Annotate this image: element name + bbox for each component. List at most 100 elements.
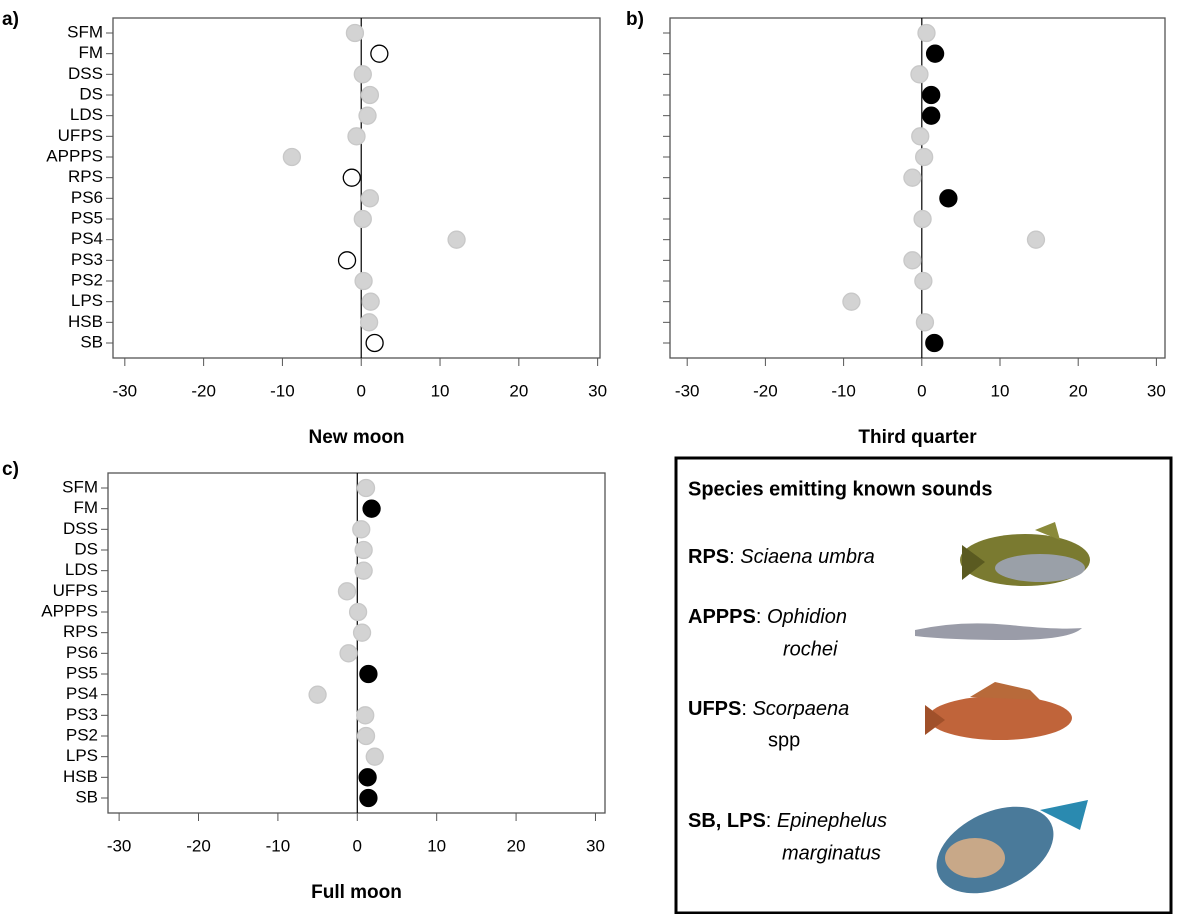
estimate-point [916, 149, 933, 166]
estimate-point [353, 521, 370, 538]
species: Ophidion [767, 606, 847, 628]
y-tick-label: SFM [62, 477, 98, 496]
x-tick-label: 20 [507, 836, 526, 855]
estimate-point [918, 25, 935, 42]
estimate-point [354, 211, 371, 228]
estimate-point [911, 66, 928, 83]
estimate-point [843, 293, 860, 310]
estimate-point [338, 583, 355, 600]
y-tick-label: SB [75, 787, 98, 806]
figure: Species emitting known sounds RPS: Sciae… [0, 0, 1178, 914]
y-tick-label: PS3 [66, 705, 98, 724]
estimate-point [283, 149, 300, 166]
x-tick-label: 20 [1069, 381, 1088, 400]
legend-box [676, 458, 1171, 913]
x-tick-label: 30 [1147, 381, 1166, 400]
y-tick-label: HSB [63, 767, 98, 786]
y-tick-label: DSS [68, 64, 103, 83]
page: {"chart_data": [ {"type": "dot", "panel_… [0, 0, 1178, 914]
x-tick-label: 30 [586, 836, 605, 855]
estimate-point [448, 231, 465, 248]
y-tick-label: LPS [71, 291, 103, 310]
estimate-point [362, 293, 379, 310]
fish-scorpaena [925, 682, 1072, 740]
x-tick-label: -30 [113, 381, 138, 400]
y-tick-label: RPS [68, 167, 103, 186]
x-tick-label: 0 [917, 381, 926, 400]
y-tick-label: SB [80, 332, 103, 351]
estimate-point [340, 645, 357, 662]
estimate-point [348, 128, 365, 145]
y-tick-label: APPPS [41, 601, 98, 620]
estimate-point [355, 562, 372, 579]
y-tick-label: PS2 [71, 270, 103, 289]
estimate-point [904, 252, 921, 269]
x-tick-label: 0 [353, 836, 362, 855]
sep: : [729, 546, 735, 568]
estimate-point [915, 273, 932, 290]
code: APPPS [688, 606, 756, 628]
estimate-point [361, 87, 378, 104]
y-tick-label: PS6 [66, 643, 98, 662]
x-axis-title: Full moon [311, 882, 402, 903]
estimate-point [309, 686, 326, 703]
estimate-point [916, 314, 933, 331]
code: SB, LPS [688, 810, 766, 832]
x-tick-label: -10 [831, 381, 856, 400]
legend-entry: UFPS: Scorpaena [688, 698, 849, 720]
x-tick-label: 20 [509, 381, 528, 400]
y-tick-label: DSS [63, 519, 98, 538]
estimate-point [914, 211, 931, 228]
y-tick-label: FM [73, 498, 98, 517]
species: rochei [783, 638, 838, 660]
estimate-point [361, 314, 378, 331]
estimate-point [355, 273, 372, 290]
estimate-point [357, 707, 374, 724]
panel-label: c) [2, 459, 19, 480]
x-tick-label: 10 [991, 381, 1010, 400]
y-tick-label: PS5 [66, 663, 98, 682]
species: Scorpaena [752, 698, 849, 720]
panel-label: a) [2, 9, 19, 30]
fish-sciaena [960, 522, 1090, 586]
x-tick-label: -20 [186, 836, 211, 855]
x-axis-title: Third quarter [858, 427, 977, 448]
x-axis-title: New moon [308, 427, 404, 448]
fish-epinephelus [923, 789, 1088, 910]
fish-ophidion [915, 623, 1082, 640]
estimate-point [343, 169, 360, 186]
y-tick-label: DS [79, 84, 103, 103]
panel-label: b) [626, 9, 644, 30]
y-tick-label: PS6 [71, 188, 103, 207]
legend-entry: APPPS: Ophidion [688, 606, 847, 628]
y-tick-label: APPPS [46, 146, 103, 165]
estimate-point [350, 604, 367, 621]
estimate-point [923, 87, 940, 104]
estimate-point [363, 500, 380, 517]
x-tick-label: -30 [107, 836, 132, 855]
x-tick-label: -20 [753, 381, 778, 400]
y-tick-label: SFM [67, 22, 103, 41]
x-tick-label: 10 [431, 381, 450, 400]
species: Epinephelus [777, 810, 887, 832]
legend-entry: RPS: Sciaena umbra [688, 546, 875, 568]
estimate-point [371, 45, 388, 62]
estimate-point [366, 335, 383, 352]
code: RPS [688, 546, 729, 568]
estimate-point [354, 66, 371, 83]
estimate-point [361, 190, 378, 207]
species-note: spp [768, 729, 800, 751]
x-tick-label: 30 [588, 381, 607, 400]
estimate-point [904, 169, 921, 186]
estimate-point [360, 666, 377, 683]
estimate-point [923, 107, 940, 124]
y-tick-label: LPS [66, 746, 98, 765]
code: UFPS [688, 698, 741, 720]
estimate-point [940, 190, 957, 207]
x-tick-label: -10 [266, 836, 291, 855]
y-tick-label: FM [78, 43, 103, 62]
y-tick-label: PS4 [71, 229, 103, 248]
estimate-point [339, 252, 356, 269]
y-tick-label: PS2 [66, 725, 98, 744]
x-tick-label: 10 [427, 836, 446, 855]
